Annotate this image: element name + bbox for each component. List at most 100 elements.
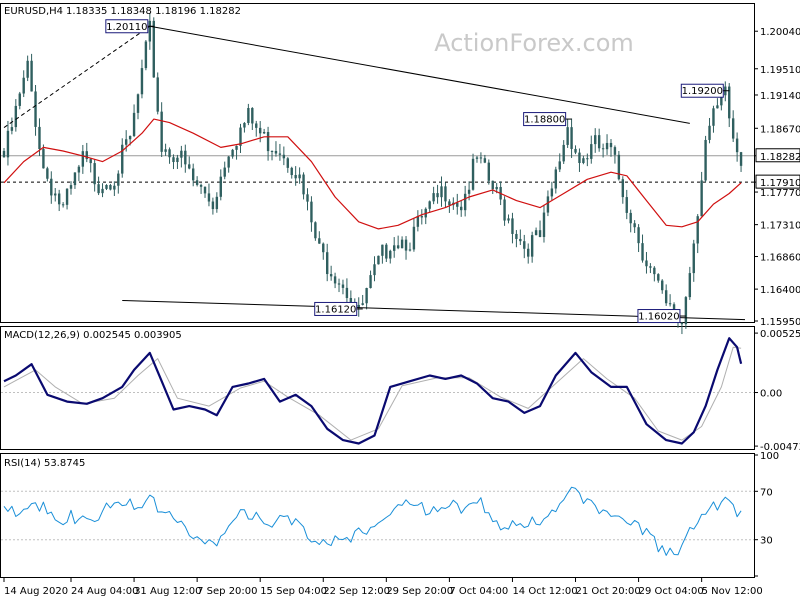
price-tag-box xyxy=(755,174,800,189)
candle-body xyxy=(34,91,37,127)
candle-body xyxy=(251,108,254,124)
price-annotation-label: 1.18800 xyxy=(524,115,565,126)
trendline xyxy=(149,25,690,124)
candle-body xyxy=(404,239,408,251)
price-axis-label: 1.19140 xyxy=(760,91,800,102)
candle-body xyxy=(176,157,179,163)
price-axis-label: 1.16860 xyxy=(760,253,800,264)
candle-body xyxy=(121,144,124,174)
candle-body xyxy=(519,238,522,242)
candle-body xyxy=(487,162,491,181)
macd-title: MACD(12,26,9) 0.002545 0.003905 xyxy=(4,330,182,341)
candle-body xyxy=(668,303,672,305)
candle-body xyxy=(85,151,88,160)
candle-body xyxy=(617,154,621,180)
candle-body xyxy=(483,158,487,163)
candle-body xyxy=(57,193,61,205)
candle-body xyxy=(416,216,420,227)
candle-body xyxy=(188,164,191,169)
candle-body xyxy=(400,239,404,249)
candle-body xyxy=(160,111,163,152)
candle-body xyxy=(594,135,597,145)
candle-body xyxy=(97,184,100,194)
candle-body xyxy=(653,267,656,275)
candle-body xyxy=(373,264,376,276)
candle-body xyxy=(688,273,692,298)
candle-body xyxy=(657,274,660,281)
rsi-axis-label: 100 xyxy=(760,451,779,462)
candle-body xyxy=(609,142,613,148)
candle-body xyxy=(65,188,69,205)
candle-body xyxy=(255,123,258,128)
candle-body xyxy=(361,303,364,305)
candle-body xyxy=(42,149,45,169)
candle-body xyxy=(199,184,203,187)
candle-body xyxy=(243,122,246,128)
price-layer: 1.20110 1.18800 1.19200 1.16120 1.16020 1.200… xyxy=(1,13,800,335)
candle-body xyxy=(215,196,219,210)
candle-body xyxy=(124,139,128,145)
rsi-layer: 100 70 30 xyxy=(1,451,779,577)
candle-body xyxy=(318,238,321,244)
candle-body xyxy=(282,154,286,159)
price-annotation-label: 1.16120 xyxy=(315,304,356,315)
x-axis-label: 24 Aug 04:00 xyxy=(71,586,138,597)
candle-body xyxy=(306,194,309,202)
candle-body xyxy=(625,197,628,213)
macd-signal-line xyxy=(3,346,742,441)
candle-body xyxy=(140,68,144,95)
candle-body xyxy=(503,199,506,221)
price-axis-label: 1.16400 xyxy=(760,285,800,296)
rsi-title: RSI(14) 53.8745 xyxy=(4,458,85,469)
candle-body xyxy=(641,243,644,261)
ohlc-readout: 1.18335 1.18348 1.18196 1.18282 xyxy=(66,6,241,17)
candle-body xyxy=(156,77,159,112)
x-axis-label: 31 Aug 12:00 xyxy=(134,586,201,597)
candle-body xyxy=(460,206,463,211)
candle-body xyxy=(586,158,589,160)
candle-body xyxy=(463,193,467,211)
candle-body xyxy=(101,188,104,194)
candle-body xyxy=(530,235,534,257)
candle-body xyxy=(109,185,112,190)
candle-body xyxy=(377,255,380,265)
price-axis-label: 1.18670 xyxy=(760,124,800,135)
candle-body xyxy=(582,158,585,163)
candle-body xyxy=(10,127,14,131)
candle-body xyxy=(412,226,416,250)
macd-layer: 0.00525 0.00 -0.004732 xyxy=(1,329,800,453)
candle-body xyxy=(495,186,498,190)
candle-body xyxy=(613,147,617,155)
price-axis-label: 1.17310 xyxy=(760,221,800,232)
candle-body xyxy=(735,138,739,153)
candle-body xyxy=(172,157,175,163)
candle-body xyxy=(645,260,648,267)
candle-body xyxy=(203,186,207,194)
x-axis-label: 22 Sep 12:00 xyxy=(323,586,390,597)
candle-body xyxy=(527,248,530,257)
candle-body xyxy=(81,151,85,167)
candle-body xyxy=(262,131,266,134)
candle-body xyxy=(184,150,187,165)
x-axis-label: 29 Sep 20:00 xyxy=(386,586,453,597)
candle-body xyxy=(739,152,743,166)
candle-body xyxy=(578,152,581,163)
candle-body xyxy=(696,216,699,244)
candle-body xyxy=(448,201,451,206)
candle-body xyxy=(290,167,293,176)
price-axis-label: 1.17910 xyxy=(760,178,800,189)
candle-body xyxy=(2,150,6,158)
macd-axis-label: -0.004732 xyxy=(760,442,800,453)
candle-body xyxy=(389,250,392,259)
candle-body xyxy=(314,222,317,239)
candle-body xyxy=(219,176,222,197)
moving-average-line xyxy=(3,118,742,230)
candle-body xyxy=(337,283,341,285)
symbol-label: EURUSD,H4 xyxy=(4,6,63,17)
candle-body xyxy=(333,276,337,284)
candle-body xyxy=(558,161,561,170)
candle-body xyxy=(704,139,707,181)
candle-body xyxy=(18,93,21,106)
